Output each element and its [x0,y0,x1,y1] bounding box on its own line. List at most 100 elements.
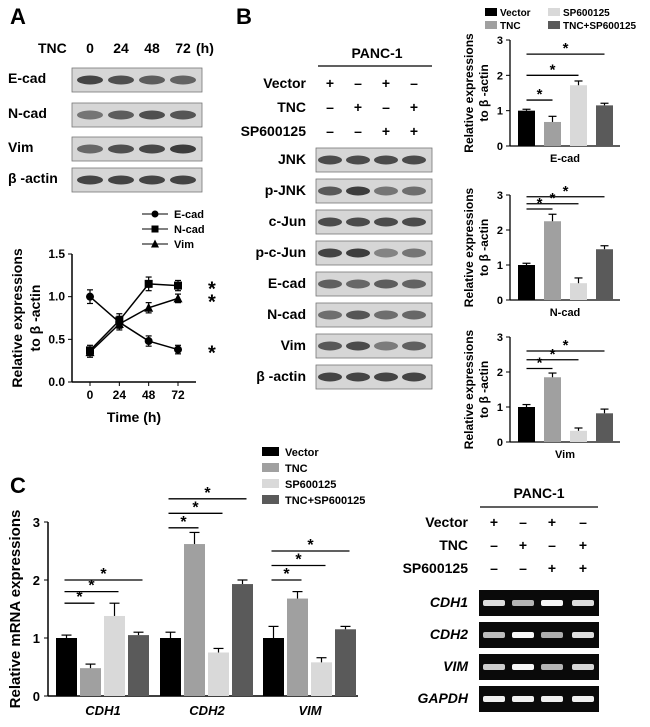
treatment-mark: + [548,560,556,576]
gel-band [541,600,563,606]
y-axis-label: to β -actin [477,361,491,418]
blot-row-label: β -actin [8,170,58,186]
data-point [174,281,182,290]
significance-mark: * [180,514,187,531]
legend-swatch [262,447,279,456]
x-tick-label: 0 [87,388,94,402]
y-tick-label: 1.5 [48,247,65,261]
data-point [151,225,159,233]
y-axis-label: to β -actin [27,285,43,352]
data-point [151,210,159,218]
x-tick-label: 24 [113,388,127,402]
panel-label: C [10,473,26,498]
blot-row-label: p-c-Jun [255,244,306,260]
blot-band [374,248,398,258]
treatment-mark: + [354,99,362,115]
x-category-label: VIM [298,703,322,718]
blot-band [77,144,103,154]
blot-band [346,341,370,351]
blot-row-label: E-cad [268,275,306,291]
bar [596,249,613,300]
blot-band [402,341,426,351]
treatment-mark: – [326,99,334,115]
blot-band [346,217,370,227]
treatment-label: Vector [425,514,468,530]
significance-mark: * [307,537,314,554]
y-tick-label: 0 [497,295,503,307]
bar [596,413,613,442]
blot-band [77,75,103,85]
treatment-mark: – [354,75,362,91]
blot-band [374,186,398,196]
treatment-mark: + [548,514,556,530]
blot-header: TNC [38,40,67,56]
legend-swatch [548,21,560,29]
significance-mark: * [208,343,216,365]
significance-mark: * [295,552,302,569]
legend-label: Vim [174,239,194,251]
treatment-mark: – [579,514,587,530]
y-tick-label: 0.5 [48,332,65,346]
bar [544,121,561,146]
bar [128,635,149,696]
blot-band [318,155,342,165]
significance-mark: * [550,346,556,363]
blot-band [108,144,134,154]
y-axis-label: Relative expressions [462,187,476,307]
significance-mark: * [88,578,95,595]
y-tick-label: 2 [497,367,503,379]
treatment-mark: + [382,123,390,139]
blot-row-label: p-JNK [265,182,306,198]
treatment-mark: – [410,75,418,91]
treatment-mark: – [490,560,498,576]
bar [544,221,561,300]
gel-band [483,600,505,606]
legend-swatch [485,21,497,29]
blot-band [170,110,196,120]
blot-band [346,279,370,289]
y-tick-label: 3 [33,515,40,530]
blot-band [318,186,342,196]
blot-band [402,217,426,227]
legend-swatch [485,8,497,16]
gel-band [512,632,534,638]
significance-mark: * [192,499,199,516]
gel-band [483,696,505,702]
treatment-label: SP600125 [241,123,307,139]
blot-band [374,341,398,351]
bar [518,265,535,300]
blot-band [318,248,342,258]
treatment-mark: – [519,514,527,530]
bar [518,407,535,442]
blot-band [77,175,103,185]
bar [570,85,587,146]
blot-row-label: β -actin [256,368,306,384]
gel-band [541,696,563,702]
panel-label: A [10,4,26,29]
y-tick-label: 3 [497,190,503,202]
treatment-mark: – [382,99,390,115]
gel-row-label: GAPDH [417,690,468,706]
legend-label: SP600125 [285,479,336,491]
significance-mark: * [563,337,569,354]
time-label: 48 [144,40,160,56]
blot-band [402,186,426,196]
significance-mark: * [550,190,556,207]
legend-label: TNC+SP600125 [563,21,637,32]
data-point [86,292,94,301]
blot-band [139,110,165,120]
legend-label: TNC [285,463,308,475]
bar [570,430,587,442]
legend-label: E-cad [174,209,204,221]
blot-band [108,110,134,120]
significance-mark: * [537,355,543,372]
legend-label: SP600125 [563,8,610,19]
legend-label: TNC+SP600125 [285,495,365,507]
time-label: 24 [113,40,129,56]
bar [544,377,561,442]
y-tick-label: 1.0 [48,290,65,304]
blot-band [139,75,165,85]
blot-band [318,217,342,227]
gel-row-label: VIM [443,658,468,674]
treatment-mark: + [410,123,418,139]
